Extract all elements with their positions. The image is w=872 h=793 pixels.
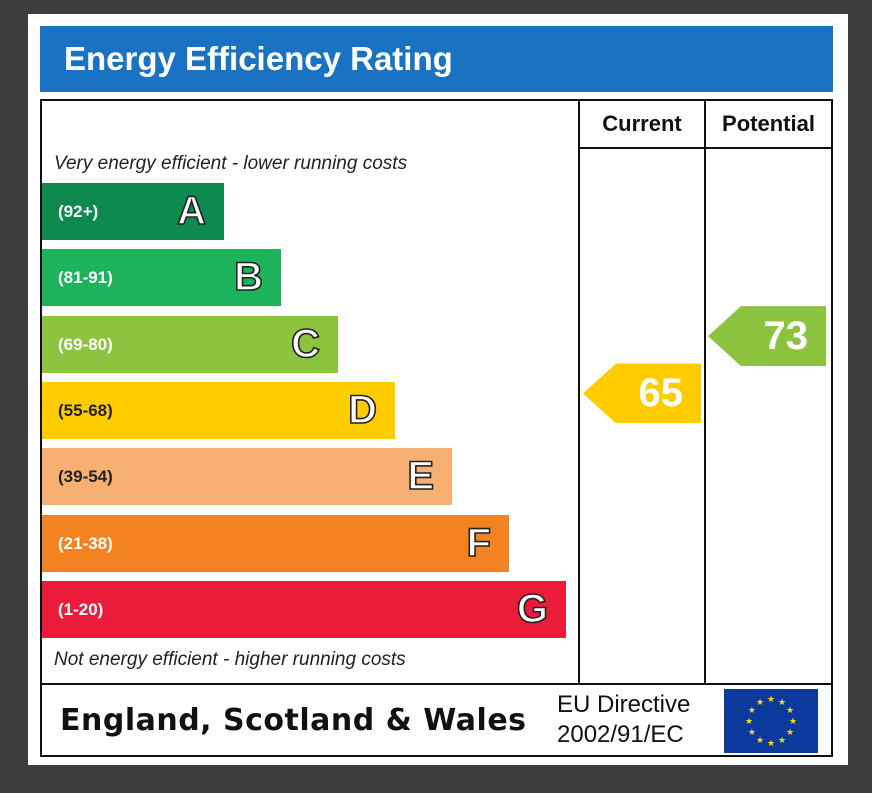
eu-star-icon: ★ <box>756 697 764 707</box>
potential-rating-arrow: 73 <box>708 306 826 367</box>
inefficient-note: Not energy efficient - higher running co… <box>54 649 406 670</box>
band-b: (81-91) B <box>42 249 281 307</box>
eu-star-icon: ★ <box>767 738 775 748</box>
country-label: England, Scotland & Wales <box>60 703 527 738</box>
eu-star-icon: ★ <box>756 735 764 745</box>
eu-star-icon: ★ <box>748 705 756 715</box>
band-d: (55-68) D <box>42 381 395 439</box>
current-rating-arrow: 65 <box>583 363 701 424</box>
band-range-label: (69-80) <box>58 334 113 354</box>
band-g: (1-20) G <box>42 580 566 638</box>
eu-star-icon: ★ <box>745 716 753 726</box>
band-letter-label: E <box>407 453 435 499</box>
band-c: (69-80) C <box>42 315 338 373</box>
column-divider-potential <box>704 101 706 683</box>
eu-star-icon: ★ <box>767 694 775 704</box>
column-divider-current <box>578 101 580 683</box>
band-range-label: (92+) <box>58 202 99 221</box>
band-letter-label: D <box>347 387 377 433</box>
potential-column-header: Potential <box>722 111 815 136</box>
eu-star-icon: ★ <box>748 727 756 737</box>
band-letter-label: F <box>466 520 492 566</box>
band-range-label: (21-38) <box>58 533 113 553</box>
band-range-label: (39-54) <box>58 467 113 487</box>
band-letter-label: G <box>516 586 549 632</box>
rating-table: Current Potential Very energy efficient … <box>40 99 833 757</box>
eu-star-icon: ★ <box>778 697 786 707</box>
chart-title: Energy Efficiency Rating <box>64 40 453 77</box>
current-rating-value: 65 <box>638 371 684 416</box>
band-a: (92+) A <box>42 183 224 240</box>
eu-star-icon: ★ <box>789 716 797 726</box>
band-range-label: (81-91) <box>58 268 113 288</box>
efficient-note: Very energy efficient - lower running co… <box>54 153 408 174</box>
potential-rating-value: 73 <box>763 314 809 359</box>
footer-divider <box>42 683 831 685</box>
title-bar: Energy Efficiency Rating <box>40 26 833 92</box>
header-divider <box>578 147 831 149</box>
eu-star-icon: ★ <box>778 735 786 745</box>
eu-flag-icon: ★ ★ ★ ★ ★ ★ ★ ★ ★ ★ ★ ★ <box>724 689 818 753</box>
band-letter-label: A <box>176 188 206 234</box>
epc-card: Energy Efficiency Rating Current Potenti… <box>28 14 848 765</box>
eu-star-icon: ★ <box>786 727 794 737</box>
band-f: (21-38) F <box>42 514 509 572</box>
eu-star-icon: ★ <box>786 705 794 715</box>
current-column-header: Current <box>602 111 682 136</box>
band-range-label: (1-20) <box>58 599 104 619</box>
band-letter-label: B <box>233 254 263 300</box>
band-e: (39-54) E <box>42 448 452 506</box>
band-letter-label: C <box>290 321 320 367</box>
eu-directive-label: EU Directive <box>557 691 691 718</box>
eu-directive-number: 2002/91/EC <box>557 721 684 748</box>
band-range-label: (55-68) <box>58 400 113 420</box>
